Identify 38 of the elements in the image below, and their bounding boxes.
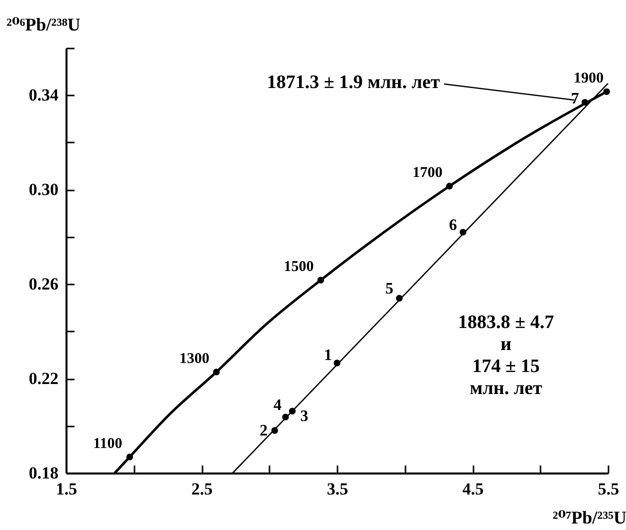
point — [396, 294, 403, 302]
x-tick-label: 1.5 — [56, 480, 78, 498]
y-tick-label: 0.22 — [28, 369, 58, 388]
annotation: 1 — [324, 346, 332, 364]
point — [582, 98, 588, 106]
annotation: 1700 — [412, 165, 442, 182]
point — [126, 454, 134, 460]
point — [446, 182, 453, 190]
annotation: 4 — [274, 397, 282, 414]
y-tick-label: 0.26 — [28, 274, 58, 294]
annotation: 5 — [385, 280, 394, 298]
annotation: 1883.8 ± 4.7 и 174 ± 15 млн. лет — [458, 312, 554, 399]
point — [460, 228, 466, 236]
point — [334, 360, 340, 366]
annotation: 2 — [260, 422, 268, 440]
x-tick-label: 5.5 — [598, 480, 620, 498]
y-tick-label: 0.30 — [28, 180, 58, 200]
y-tick-label: 0.34 — [28, 86, 59, 105]
point — [271, 427, 278, 434]
annotation: 6 — [449, 217, 458, 234]
x-tick-label: 3.5 — [326, 480, 348, 498]
y-axis-title: ²⁰⁶Pb/²³⁸U — [6, 14, 80, 34]
point — [603, 88, 610, 96]
x-axis-title: ²⁰⁷Pb/²³⁵U — [552, 508, 626, 528]
annotation: 1300 — [179, 350, 210, 367]
x-tick-label: 2.5 — [191, 480, 213, 498]
annotation: 1500 — [284, 259, 314, 276]
y-tick-label: 0.18 — [28, 464, 58, 482]
point — [213, 368, 220, 376]
annotation: 3 — [300, 408, 308, 426]
x-tick-label: 4.5 — [462, 480, 484, 498]
annotation: 1100 — [93, 436, 122, 452]
annotation: 1900 — [574, 70, 604, 87]
point — [282, 414, 289, 420]
point — [317, 276, 324, 284]
point — [288, 408, 296, 414]
annotation: 1871.3 ± 1.9 млн. лет — [266, 72, 441, 93]
annotation: 7 — [570, 90, 579, 108]
